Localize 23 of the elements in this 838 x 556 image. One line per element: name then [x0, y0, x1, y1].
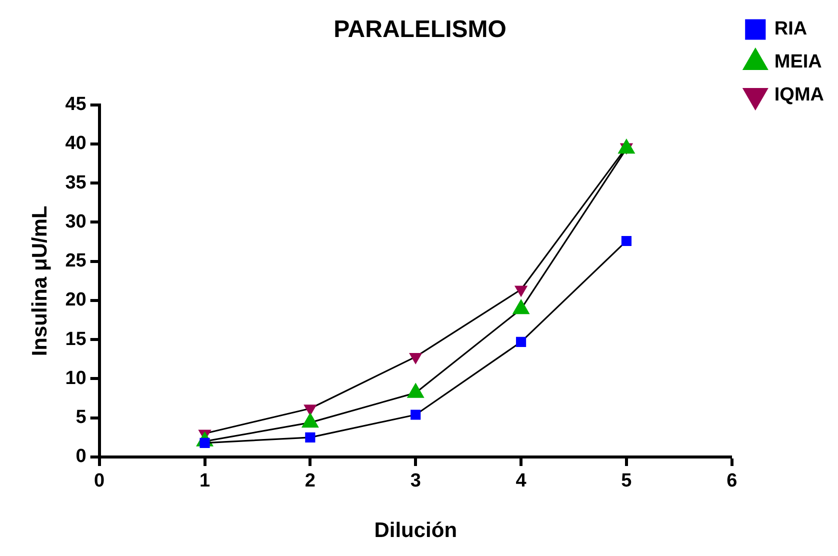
chart-title: PARALELISMO [334, 16, 506, 44]
legend-label: IQMA [774, 84, 824, 106]
y-tick-label: 0 [76, 446, 86, 468]
x-tick-label: 1 [199, 470, 210, 492]
y-tick-label: 30 [65, 211, 86, 232]
x-tick-label: 4 [516, 470, 527, 492]
x-tick-label: 2 [304, 470, 316, 492]
y-axis-title: Insulina μU/mL [28, 205, 52, 356]
y-tick-label: 15 [65, 328, 87, 350]
x-tick-label: 5 [621, 470, 632, 492]
y-tick-label: 5 [76, 407, 87, 428]
y-tick-label: 10 [65, 368, 86, 389]
y-tick-label: 20 [65, 290, 86, 311]
x-tick-label: 6 [726, 470, 738, 492]
x-tick-label: 0 [94, 470, 105, 492]
legend-label: MEIA [774, 52, 822, 73]
x-tick-label: 3 [410, 470, 421, 492]
y-tick-label: 40 [65, 133, 86, 154]
y-tick-label: 35 [65, 172, 87, 194]
y-tick-label: 25 [65, 250, 87, 272]
y-tick-label: 45 [65, 94, 87, 116]
legend-label: RIA [774, 18, 808, 40]
x-axis-title: Dilución [374, 519, 458, 542]
